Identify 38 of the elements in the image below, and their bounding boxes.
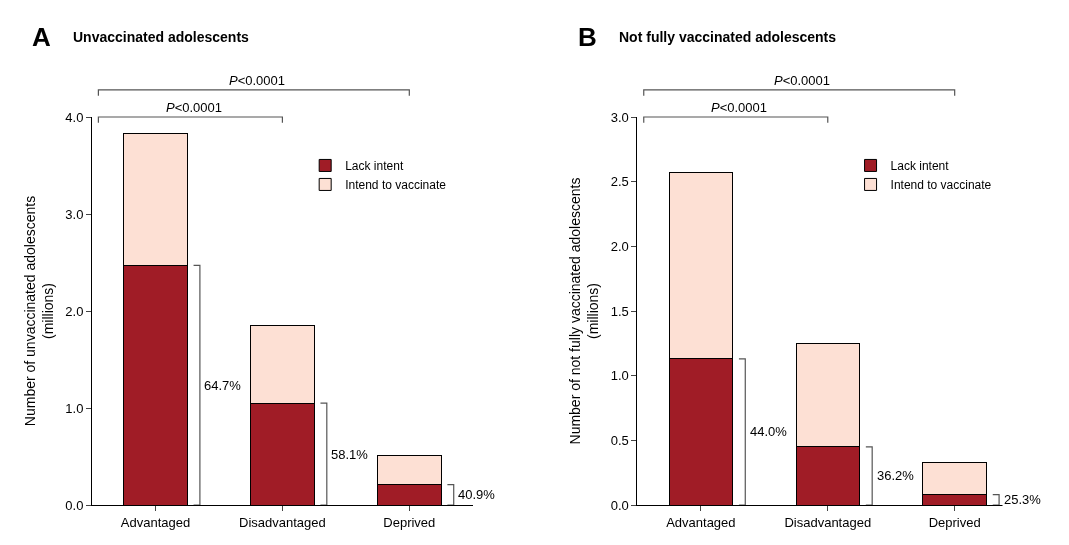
y-tick-label: 1.5 <box>610 303 629 319</box>
y-tick-label: 3.0 <box>610 109 629 125</box>
annotation: 58.1% <box>331 447 369 462</box>
text: P<0.0001 <box>166 100 223 115</box>
x-tick-label: Advantaged <box>666 514 736 530</box>
y-tick-label: 2.5 <box>610 174 629 190</box>
y-tick-label: 4.0 <box>65 109 84 125</box>
chart-subtitle: A <box>32 22 51 52</box>
y-tick-label: 1.0 <box>610 368 629 384</box>
x-tick-label: Disadvantaged <box>784 514 872 530</box>
legend-label: Lack intent <box>890 159 950 174</box>
x-tick-label: Deprived <box>928 514 981 530</box>
annotation: 36.2% <box>877 468 915 483</box>
y-tick-label: 1.0 <box>65 400 84 416</box>
x-tick-label: Disadvantaged <box>239 514 326 530</box>
y-tick-label: 2.0 <box>610 238 629 254</box>
annotation: 44.0% <box>750 424 788 439</box>
legend-label: Lack intent <box>345 159 404 174</box>
y-tick-label: 3.0 <box>65 206 84 222</box>
y-tick-label: 0.0 <box>610 497 629 513</box>
x-tick-label: Deprived <box>383 514 436 530</box>
text: P<0.0001 <box>774 73 831 88</box>
annotation: 40.9% <box>458 487 496 502</box>
y-axis-title: Number of not fully vaccinated adolescents (millions) <box>567 177 602 445</box>
text: P<0.0001 <box>229 73 286 88</box>
chart-title: Unvaccinated adolescents <box>73 29 250 45</box>
x-tick-label: Advantaged <box>120 514 191 530</box>
legend-label: Intend to vaccinate <box>345 178 447 193</box>
chart-subtitle: B <box>578 22 597 52</box>
y-tick-label: 0.5 <box>610 432 629 448</box>
y-tick-label: 2.0 <box>65 303 84 319</box>
annotation: 64.7% <box>204 378 242 393</box>
annotation: 25.3% <box>1004 492 1042 507</box>
chart-title: Not fully vaccinated adolescents <box>619 29 837 45</box>
legend-label: Intend to vaccinate <box>890 178 992 193</box>
text: P<0.0001 <box>711 100 768 115</box>
y-axis-title: Number of unvaccinated adolescents (millions) <box>21 195 56 427</box>
y-tick-label: 0.0 <box>65 497 84 513</box>
